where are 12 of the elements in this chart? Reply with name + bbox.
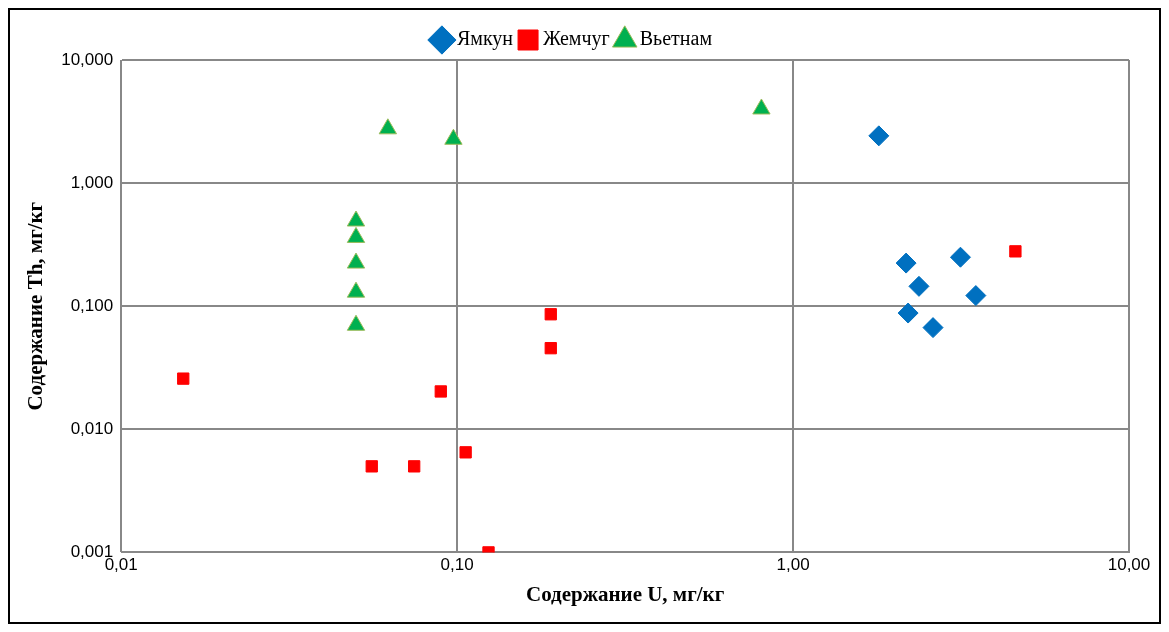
legend-label: Ямкун	[456, 27, 514, 51]
legend-label: Жемчуг	[543, 27, 610, 51]
y-tick-label: 1,000	[70, 172, 114, 192]
x-axis-title: Содержание U, мг/кг	[526, 581, 725, 606]
x-tick-label: 10,00	[1107, 555, 1151, 575]
legend-label: Вьетнам	[639, 27, 713, 50]
y-axis-title: Содержание Th, мг/кг	[23, 201, 48, 411]
x-tick-label: 0,10	[440, 555, 474, 575]
y-tick-label: 0,010	[70, 418, 114, 438]
x-tick-label: 1,00	[776, 555, 810, 575]
y-tick-label: 10,000	[61, 49, 114, 69]
y-tick-label: 0,100	[70, 295, 114, 315]
